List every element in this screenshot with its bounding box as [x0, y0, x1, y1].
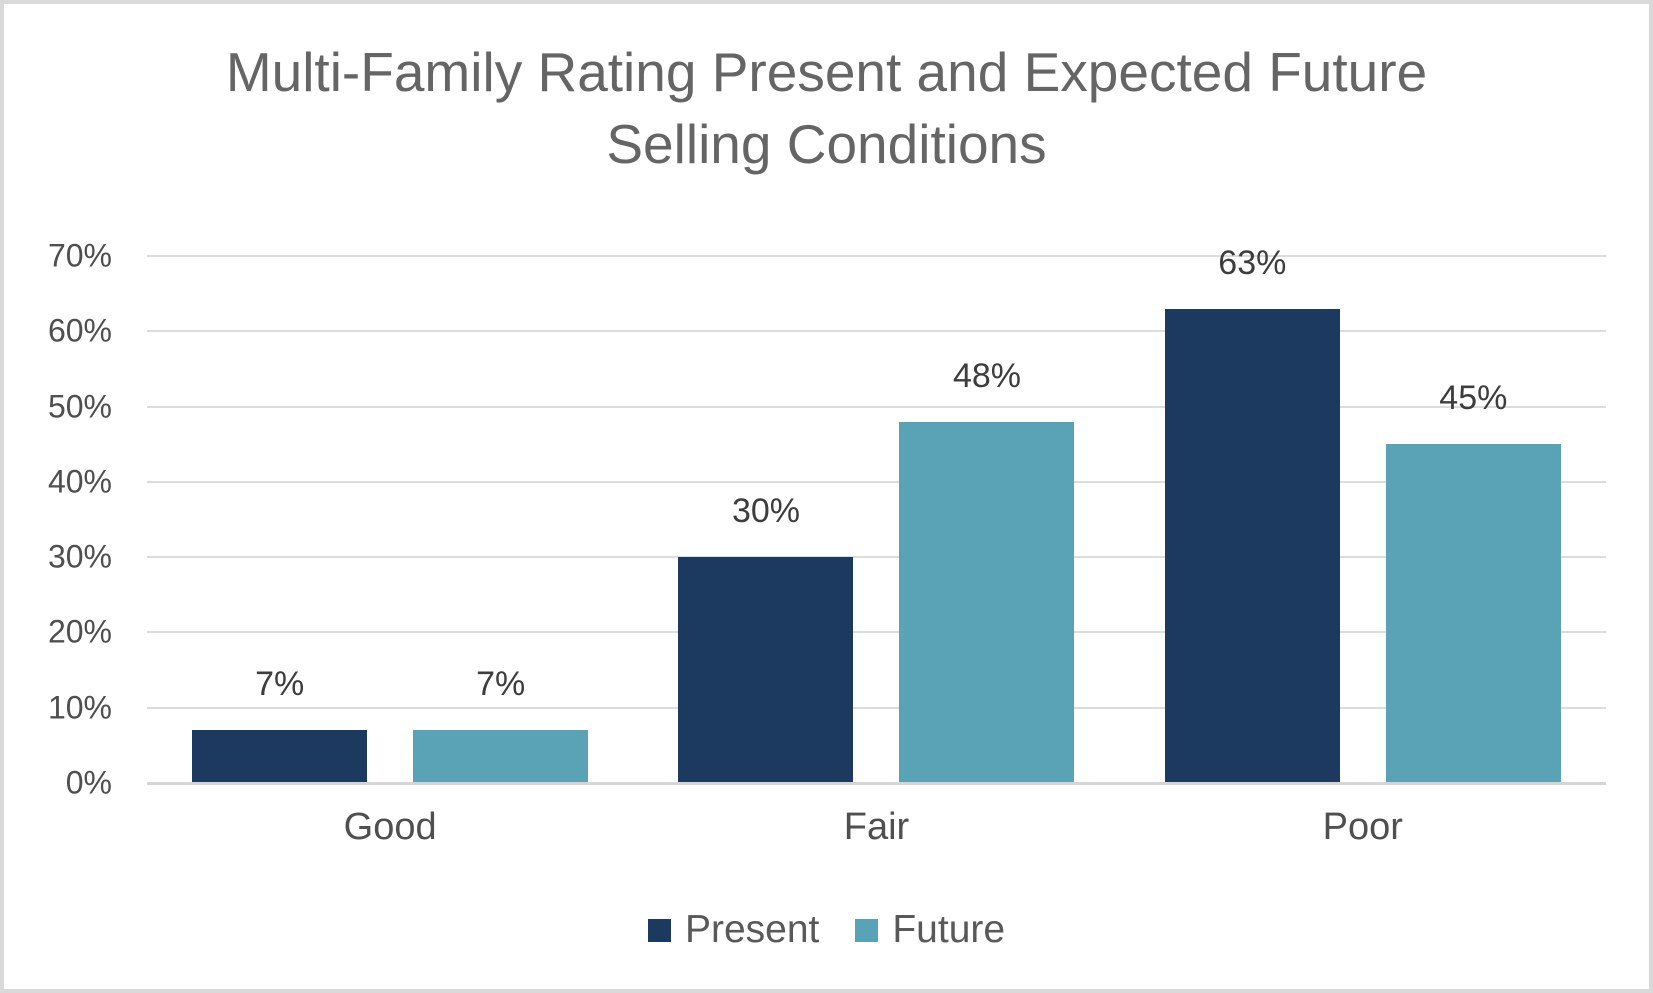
bar-future-fair: 48% — [899, 357, 1075, 783]
gridline-50% — [147, 405, 1606, 408]
legend: Present Future — [4, 908, 1649, 952]
chart-title-line-2: Selling Conditions — [606, 113, 1047, 175]
x-category-label-poor: Poor — [1322, 806, 1403, 848]
legend-item-present: Present — [647, 908, 820, 952]
y-tick-label-10%: 10% — [47, 689, 112, 726]
data-label-future-poor: 45% — [1439, 379, 1508, 418]
y-tick-label-50%: 50% — [47, 388, 112, 425]
gridline-70% — [147, 255, 1606, 257]
legend-swatch-present-icon — [647, 918, 671, 942]
bar-future-poor: 45% — [1385, 379, 1561, 783]
y-tick-label-70%: 70% — [47, 237, 112, 274]
bar-groups: 7% 7% 30% 48% 63% 45% — [147, 244, 1606, 783]
gridline-10% — [147, 706, 1606, 709]
chart-title-line-1: Multi-Family Rating Present and Expected… — [225, 41, 1428, 103]
category-group-poor: 63% 45% — [1120, 244, 1606, 783]
y-tick-label-40%: 40% — [47, 463, 112, 500]
x-axis-baseline — [147, 782, 1606, 785]
legend-label-future: Future — [892, 908, 1006, 951]
data-label-present-poor: 63% — [1218, 243, 1287, 282]
gridline-40% — [147, 480, 1606, 483]
legend-label-present: Present — [684, 908, 820, 951]
legend-swatch-future-icon — [855, 918, 879, 942]
bar-present-poor: 63% — [1164, 244, 1340, 783]
data-label-future-fair: 48% — [952, 356, 1022, 395]
category-group-good: 7% 7% — [147, 256, 633, 783]
x-category-label-good: Good — [343, 806, 437, 848]
gridline-60% — [147, 330, 1606, 333]
data-label-present-good: 7% — [255, 665, 305, 704]
legend-item-future: Future — [855, 908, 1005, 952]
x-category-label-fair: Fair — [843, 806, 910, 848]
y-tick-label-60%: 60% — [47, 312, 112, 349]
gridline-30% — [147, 556, 1606, 559]
y-tick-label-20%: 20% — [47, 613, 112, 650]
bar-present-fair: 30% — [678, 492, 854, 783]
gridline-20% — [147, 631, 1606, 634]
bar-present-good: 7% — [192, 665, 368, 783]
category-group-fair: 30% 48% — [633, 256, 1119, 783]
y-axis: 0% 10% 20% 30% 40% 50% 60% 70% — [4, 238, 112, 801]
y-tick-label-30%: 30% — [47, 538, 112, 575]
x-axis: Good Fair Poor — [147, 806, 1606, 849]
bar-future-good: 7% — [413, 665, 589, 783]
plot-area: 7% 7% 30% 48% 63% 45% — [147, 244, 1606, 785]
y-tick-label-0%: 0% — [65, 764, 112, 801]
data-label-future-good: 7% — [476, 665, 526, 704]
chart-title: Multi-Family Rating Present and Expected… — [4, 36, 1649, 180]
data-label-present-fair: 30% — [731, 492, 801, 531]
